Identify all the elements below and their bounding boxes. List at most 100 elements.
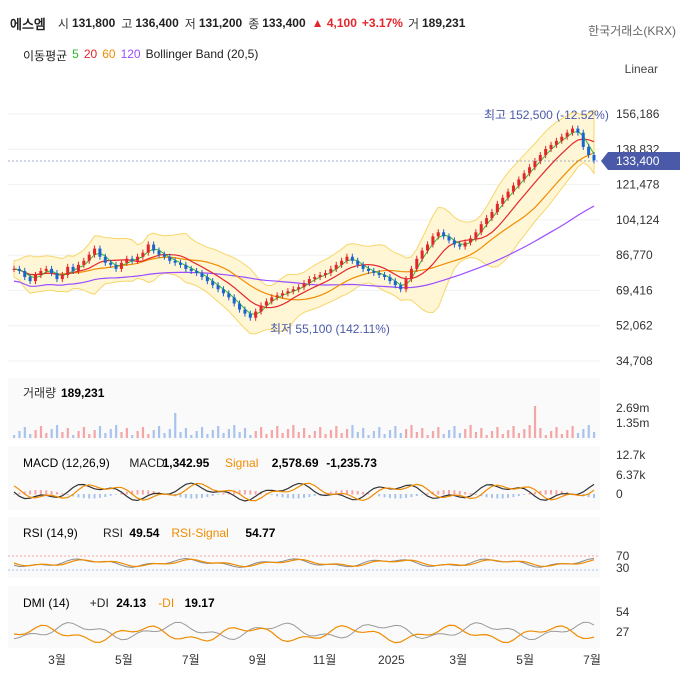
candle-body <box>23 270 27 278</box>
macd-histogram-bar <box>13 494 15 495</box>
candle-body <box>318 275 322 278</box>
indicator-series-name: -DI <box>158 596 174 610</box>
candle-body <box>399 285 403 290</box>
candle-body <box>517 179 521 186</box>
candle-body <box>356 260 360 265</box>
volume-bar <box>141 427 145 438</box>
candle-body <box>511 185 515 192</box>
volume-bar <box>474 432 478 438</box>
macd-histogram-bar <box>260 491 263 495</box>
volume-bar <box>254 431 257 438</box>
candle-body <box>254 311 258 318</box>
panel-bg-1 <box>8 446 600 510</box>
candle-body <box>216 285 220 290</box>
macd-histogram-bar <box>61 493 64 495</box>
volume-bar <box>29 434 32 438</box>
macd-histogram-bar <box>362 491 365 495</box>
volume-bar <box>507 430 510 438</box>
macd-histogram-bar <box>474 494 477 495</box>
volume-bar <box>243 428 247 438</box>
indicator-tick: 12.7k <box>616 448 646 462</box>
volume-bar <box>362 428 365 438</box>
indicator-title: MACD (12,26,9) <box>23 456 110 470</box>
macd-histogram-bar <box>356 490 359 495</box>
volume-bar <box>303 428 306 438</box>
macd-histogram-bar <box>109 494 112 496</box>
macd-histogram-bar <box>523 494 526 495</box>
candle-body <box>157 250 161 255</box>
indicator-series-value: 2,578.69 <box>272 456 319 470</box>
x-tick-label: 3월 <box>449 653 467 667</box>
x-tick-label: 5월 <box>115 653 133 667</box>
volume-bar <box>512 426 515 438</box>
candle-body <box>76 264 80 271</box>
scale-mode-button[interactable]: Linear <box>624 62 658 76</box>
ma-legend-items: 5 20 60 120 <box>72 47 140 64</box>
candle-body <box>114 264 118 269</box>
candle-body <box>168 256 172 261</box>
price-tag <box>601 152 680 170</box>
candle-body <box>592 155 596 161</box>
x-tick-label: 2025 <box>378 653 405 667</box>
macd-histogram-bar <box>254 490 257 495</box>
macd-histogram-bar <box>421 494 424 495</box>
volume-bar <box>72 435 75 438</box>
volume-bar <box>184 428 188 438</box>
candle-body <box>313 277 317 280</box>
exchange-label: 한국거래소(KRX) <box>588 24 676 38</box>
candle-body <box>82 260 86 265</box>
volume-bar <box>163 433 166 438</box>
macd-histogram-bar <box>195 494 198 499</box>
candle-body <box>136 256 140 261</box>
candle-body <box>162 254 166 257</box>
macd-histogram-bar <box>593 494 595 499</box>
volume-bar <box>528 425 531 438</box>
macd-histogram-bar <box>104 494 107 497</box>
candle-body <box>205 277 209 282</box>
macd-histogram-bar <box>286 494 289 499</box>
macd-histogram-bar <box>496 494 499 499</box>
volume-bar <box>125 428 128 438</box>
indicator-tick: 54 <box>616 605 630 619</box>
indicator-tick: 70 <box>616 549 630 563</box>
candle-body <box>275 295 279 298</box>
candle-body <box>495 203 499 212</box>
candle-body <box>404 279 408 290</box>
macd-histogram-bar <box>539 490 542 495</box>
indicator-extra: -1,235.73 <box>326 456 377 470</box>
volume-bar <box>179 432 182 438</box>
candle-body <box>259 305 263 312</box>
candle-body <box>307 279 311 284</box>
volume-bar <box>115 425 118 438</box>
candle-body <box>522 173 526 180</box>
macd-histogram-bar <box>141 490 144 495</box>
candle-body <box>554 140 558 145</box>
ma-legend: 이동평균 5 20 60 120 Bollinger Band (20,5) <box>23 47 258 64</box>
macd-histogram-bar <box>367 493 370 495</box>
candle-body <box>291 289 295 292</box>
candle-body <box>232 297 236 304</box>
high-value: 136,400 <box>135 16 179 30</box>
candle-body <box>393 281 397 286</box>
volume-bar <box>147 434 150 438</box>
candle-body <box>560 136 564 141</box>
candle-body <box>549 144 553 149</box>
macd-histogram-bar <box>335 490 338 495</box>
macd-histogram-bar <box>469 493 472 495</box>
panel-bg-3 <box>8 586 600 648</box>
volume-bar <box>480 428 483 438</box>
macd-histogram-bar <box>490 494 493 499</box>
candle-body <box>200 272 204 278</box>
macd-histogram-bar <box>528 492 531 495</box>
indicator-series-value: 1,342.95 <box>163 456 210 470</box>
volume-bar <box>265 434 268 438</box>
volume-tick: 2.69m <box>616 401 649 415</box>
candle-body <box>372 270 376 273</box>
volume-bar <box>469 425 472 438</box>
indicator-series-name: RSI-Signal <box>171 526 228 540</box>
candle-body <box>571 128 575 133</box>
candle-body <box>109 262 113 265</box>
volume-bar <box>356 432 359 438</box>
candle-body <box>468 238 472 243</box>
